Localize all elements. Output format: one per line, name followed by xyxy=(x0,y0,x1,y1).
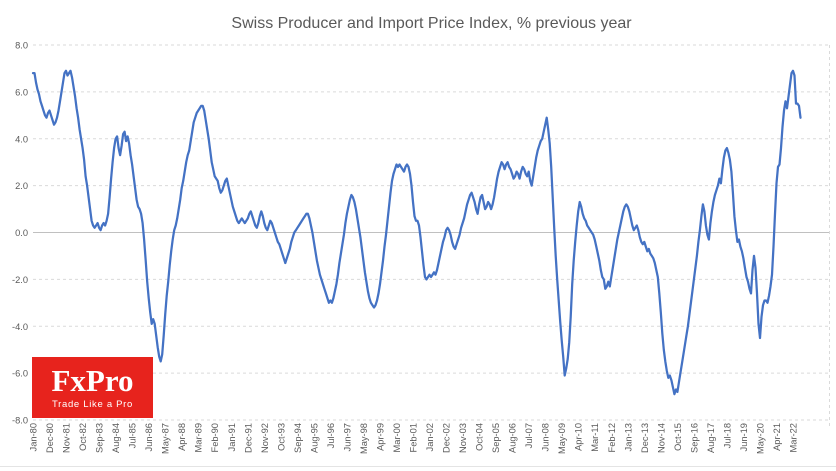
y-tick-label: -8.0 xyxy=(12,416,28,426)
x-tick-label: May-87 xyxy=(161,423,171,454)
x-tick-label: Sep-05 xyxy=(491,423,501,453)
chart-title: Swiss Producer and Import Price Index, %… xyxy=(231,15,632,32)
x-tick-label: May-98 xyxy=(359,423,369,454)
x-tick-label: Oct-04 xyxy=(475,423,485,451)
x-tick-label: Dec-02 xyxy=(442,423,452,453)
x-tick-label: Feb-01 xyxy=(409,423,419,452)
y-tick-label: 2.0 xyxy=(15,181,28,191)
x-tick-label: Dec-80 xyxy=(45,423,55,453)
y-tick-label: 8.0 xyxy=(15,41,28,51)
x-tick-label: Feb-12 xyxy=(607,423,617,452)
y-tick-label: 0.0 xyxy=(15,228,28,238)
x-tick-label: Oct-82 xyxy=(78,423,88,451)
x-tick-label: Nov-92 xyxy=(260,423,270,453)
x-tick-label: Mar-89 xyxy=(194,423,204,452)
y-tick-label: 4.0 xyxy=(15,134,28,144)
x-tick-label: Apr-21 xyxy=(772,423,782,451)
x-tick-label: Nov-03 xyxy=(458,423,468,453)
x-tick-label: Jan-80 xyxy=(29,423,39,451)
x-tick-label: Mar-22 xyxy=(789,423,799,452)
x-tick-label: Jun-19 xyxy=(739,423,749,451)
fxpro-tagline-text: Trade Like a Pro xyxy=(51,399,134,410)
x-tick-label: Aug-84 xyxy=(111,423,121,453)
x-tick-label: Jan-91 xyxy=(227,423,237,451)
x-tick-label: Sep-16 xyxy=(689,423,699,453)
y-tick-label: -2.0 xyxy=(12,275,28,285)
x-tick-label: Jun-86 xyxy=(144,423,154,451)
x-tick-label: Jul-18 xyxy=(722,423,732,448)
x-tick-label: Aug-17 xyxy=(706,423,716,453)
data-line xyxy=(31,69,802,396)
x-tick-label: Nov-14 xyxy=(656,423,666,453)
fxpro-logo: FxPro Trade Like a Pro xyxy=(32,357,153,418)
y-tick-label: 6.0 xyxy=(15,87,28,97)
x-tick-label: Oct-93 xyxy=(276,423,286,451)
x-tick-label: Dec-91 xyxy=(243,423,253,453)
x-tick-label: Aug-95 xyxy=(309,423,319,453)
x-tick-label: Apr-10 xyxy=(574,423,584,451)
x-tick-label: Jul-85 xyxy=(128,423,138,448)
x-tick-label: Jan-02 xyxy=(425,423,435,451)
x-tick-label: Apr-88 xyxy=(177,423,187,451)
x-tick-label: Aug-06 xyxy=(508,423,518,453)
x-tick-label: Oct-15 xyxy=(673,423,683,451)
x-tick-label: Mar-11 xyxy=(590,423,600,452)
x-tick-label: Jul-07 xyxy=(524,423,534,448)
y-tick-label: -4.0 xyxy=(12,322,28,332)
x-tick-label: Jul-96 xyxy=(326,423,336,448)
x-tick-label: Sep-94 xyxy=(293,423,303,453)
x-tick-label: Jan-13 xyxy=(623,423,633,451)
x-tick-label: Jun-97 xyxy=(342,423,352,451)
x-tick-label: Dec-13 xyxy=(640,423,650,453)
x-tick-label: Sep-83 xyxy=(95,423,105,453)
x-tick-label: Apr-99 xyxy=(375,423,385,451)
x-tick-label: Feb-90 xyxy=(210,423,220,452)
x-tick-label: May-09 xyxy=(557,423,567,454)
x-tick-label: Mar-00 xyxy=(392,423,402,452)
x-tick-label: Nov-81 xyxy=(62,423,72,453)
x-tick-label: Jun-08 xyxy=(541,423,551,451)
x-tick-label: May-20 xyxy=(755,423,765,454)
fxpro-brand-text: FxPro xyxy=(51,363,134,398)
y-tick-label: -6.0 xyxy=(12,369,28,379)
